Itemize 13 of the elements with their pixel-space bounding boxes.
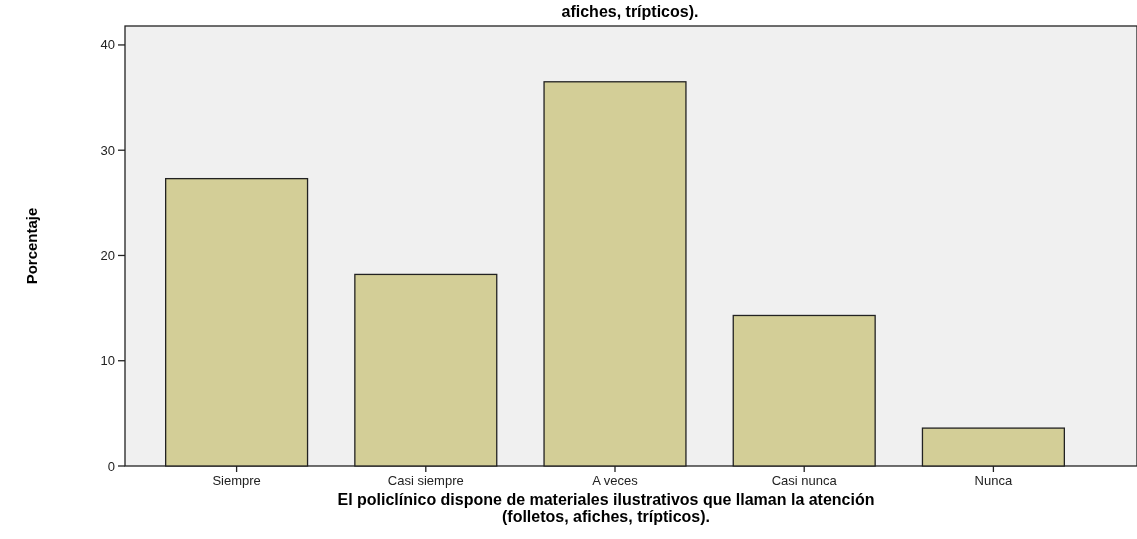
- y-tick-label: 40: [100, 37, 115, 53]
- y-tick-label: 20: [100, 248, 115, 264]
- y-tick-label: 10: [100, 353, 115, 369]
- x-tick-label: Casi siempre: [387, 473, 464, 488]
- y-tick-label: 0: [107, 458, 115, 474]
- x-tick-label: Siempre: [212, 473, 261, 488]
- y-axis-title: Porcentaje: [23, 207, 40, 285]
- x-tick-label: Casi nunca: [771, 473, 838, 488]
- x-tick-label: A veces: [592, 473, 639, 488]
- x-tick-label: Nunca: [974, 473, 1013, 488]
- y-tick-label: 30: [100, 142, 115, 158]
- x-axis-title: El policlínico dispone de materiales ilustrativos que llaman la atención (folletos, afiches, trípticos).: [337, 491, 875, 525]
- chart-title: afiches, trípticos).: [561, 3, 699, 20]
